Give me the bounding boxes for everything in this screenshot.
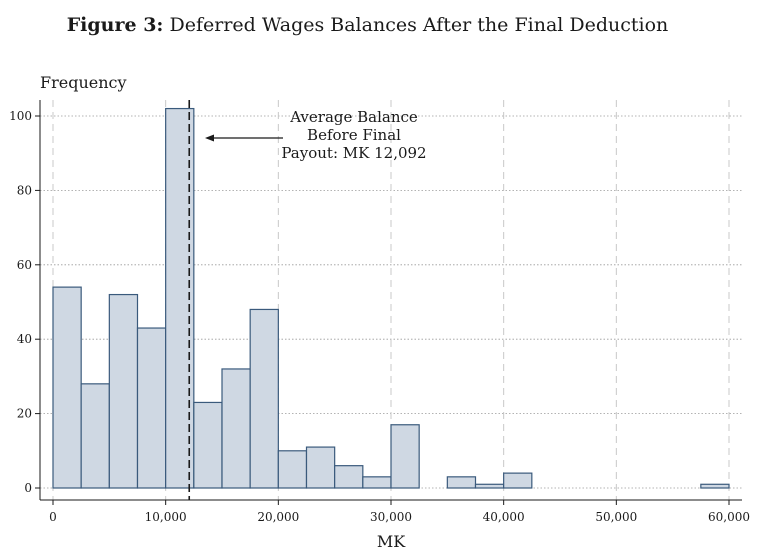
bars [52,107,730,489]
y-tick-label-0: 0 [24,481,32,495]
annotation-line-2: Before Final [307,126,401,144]
bar-5 [193,401,223,489]
annotation-line-1: Average Balance [289,108,418,126]
x-tick-label-4: 40,000 [483,510,525,524]
figure-number: Figure 3: [66,14,164,36]
bar-1 [80,383,110,489]
x-tick-label-0: 0 [49,510,57,524]
x-tick-label-3: 30,000 [370,510,412,524]
bar-6 [221,368,251,489]
figure-title: Figure 3: Deferred Wages Balances After … [0,14,735,36]
x-axis-title: MK [377,532,406,551]
x-tick-label-2: 20,000 [257,510,299,524]
x-tick-label-1: 10,000 [145,510,187,524]
bar-15 [503,472,533,489]
y-tick-label-1: 20 [17,407,32,421]
bar-3 [136,327,167,489]
bar-14 [474,483,505,489]
figure-title-text: Deferred Wages Balances After the Final … [169,14,669,36]
y-tick-label-5: 100 [9,109,32,123]
bar-0 [52,286,82,489]
bar-8 [277,450,308,489]
annotation-line-3: Payout: MK 12,092 [281,144,426,162]
bar-13 [446,476,477,489]
y-tick-label-2: 40 [17,332,32,346]
bar-2 [108,293,139,489]
bar-7 [249,308,279,489]
bar-16 [700,483,730,489]
bar-9 [305,446,336,489]
y-tick-label-4: 80 [17,183,32,197]
axes [35,100,742,505]
annotation-arrow-head [205,134,214,142]
bar-11 [362,476,392,489]
bar-12 [390,424,420,489]
y-axis-title: Frequency [40,73,127,92]
average-annotation: Average Balance Before Final Payout: MK … [205,108,427,162]
x-tick-label-5: 50,000 [595,510,637,524]
bar-10 [334,465,364,489]
y-tick-label-3: 60 [17,258,32,272]
x-tick-label-6: 60,000 [708,510,750,524]
tick-labels: 0 20 40 60 80 100 0 10,000 20,000 30,000 40,000 50,… [9,109,750,524]
